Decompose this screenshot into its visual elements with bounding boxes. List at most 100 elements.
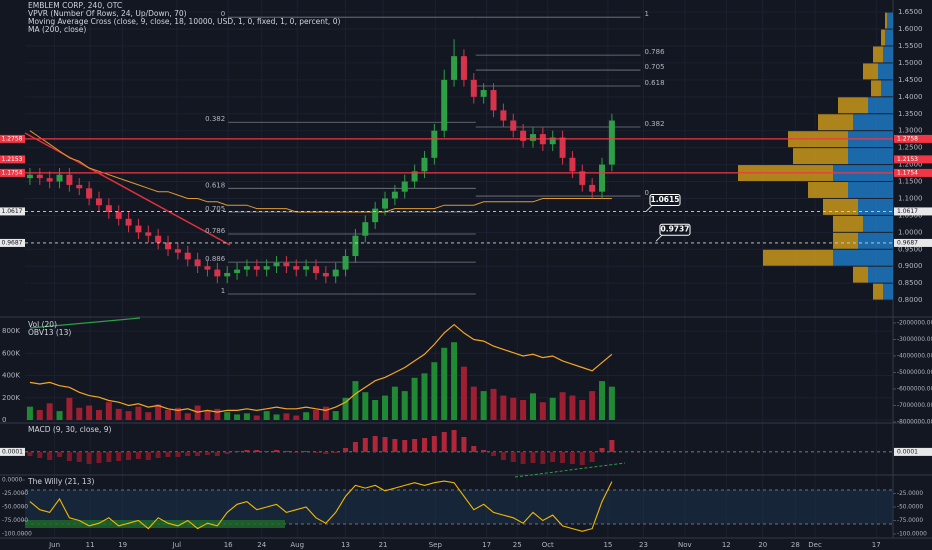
candle-body	[95, 198, 102, 206]
y2-tick-label: -6000000.0000	[897, 386, 932, 392]
candle-body	[234, 269, 241, 273]
volume-bar	[234, 414, 241, 420]
candle-body	[529, 134, 536, 141]
candle-body	[303, 266, 310, 270]
candle-body	[490, 90, 497, 111]
candle-body	[382, 198, 389, 209]
volume-bar	[95, 410, 102, 420]
fib-label: 0.382	[644, 120, 664, 128]
macd-bar	[609, 440, 615, 452]
y2-tick-label: -50.0000	[897, 505, 923, 511]
macd-bar	[451, 430, 457, 452]
volume-bar	[66, 397, 73, 420]
vpvr-up	[848, 148, 893, 165]
y2-tick-label: 0.0001	[897, 448, 918, 455]
candle-body	[579, 171, 586, 185]
callout-label: 1.0615	[651, 195, 680, 204]
x-tick-label: 13	[341, 541, 350, 549]
y2-tick-label: -8000000.0000	[897, 419, 932, 425]
y-tick-label: 0.0000	[2, 478, 23, 484]
price-label: 1.2153	[897, 156, 918, 163]
macd-bar	[579, 452, 585, 465]
volume-bar	[194, 405, 201, 420]
x-tick-label: Nov	[678, 541, 692, 549]
macd-bar	[96, 452, 102, 463]
macd-bar	[244, 450, 250, 452]
callout-label: 0.9737	[661, 225, 690, 234]
volume-bar	[431, 362, 438, 420]
price-label: 1.1754	[897, 169, 918, 176]
volume-bar	[549, 397, 556, 420]
candle-body	[589, 184, 596, 192]
macd-trend-line	[514, 462, 626, 478]
x-tick-label: Oct	[542, 541, 554, 549]
y2-tick-label: -25.0000	[897, 491, 923, 497]
y-tick-label: -75.0000	[2, 518, 28, 524]
x-tick-label: 16	[224, 541, 233, 549]
callout-box	[649, 193, 681, 206]
candle-body	[56, 174, 63, 182]
macd-bar	[254, 450, 260, 452]
volume-bar	[451, 342, 458, 420]
macd-bar	[599, 448, 605, 452]
y-tick-label: 0.0001	[2, 448, 23, 455]
volume-bar	[214, 408, 221, 420]
candle-body	[214, 269, 221, 277]
volume-bar	[520, 400, 527, 420]
fib-label: 0.618	[205, 181, 225, 189]
y-tick-label: 1.0000	[898, 228, 923, 236]
y-tick-label: 0.9000	[898, 262, 923, 270]
price-label: 1.2153	[2, 156, 23, 163]
macd-bar	[471, 446, 477, 452]
volume-bar	[559, 392, 566, 420]
tick-label-box	[0, 447, 25, 456]
y-tick-label: 0.8500	[898, 279, 923, 287]
candle-body	[253, 266, 260, 270]
candle-body	[372, 208, 379, 223]
candle-body	[470, 79, 477, 97]
candle-body	[194, 259, 201, 267]
macd-bar	[145, 452, 151, 460]
candle-body	[322, 272, 329, 277]
macd-bar	[165, 452, 171, 457]
panel-title: MACD (9, 30, close, 9)	[28, 425, 112, 434]
y-tick-label: 800K	[2, 327, 20, 335]
macd-bar	[491, 452, 497, 456]
macd-bar	[382, 437, 388, 452]
macd-bar	[372, 436, 378, 452]
macd-bar	[540, 452, 546, 464]
x-tick-label: Jul	[172, 541, 182, 549]
volume-bar	[283, 413, 290, 420]
volume-bar	[26, 406, 33, 420]
y2-tick-label: -4000000.0000	[897, 353, 932, 359]
volume-bar	[273, 414, 280, 420]
volume-bar	[332, 411, 339, 420]
vpvr-down	[808, 182, 848, 198]
x-tick-label: 24	[257, 541, 266, 549]
vpvr-up	[858, 232, 893, 249]
y-tick-label: 1.6500	[898, 8, 923, 16]
y-tick-label: 1.4000	[898, 93, 923, 101]
candle-body	[46, 178, 53, 182]
y-tick-label: -25.0000	[2, 491, 28, 497]
macd-bar	[412, 439, 418, 452]
volume-bar	[76, 407, 83, 420]
macd-bar	[500, 452, 506, 460]
chart-title: EMBLEM CORP, 240, OTC	[28, 1, 122, 10]
vpvr-up	[868, 266, 893, 283]
price-label-box	[894, 238, 932, 247]
macd-bar	[550, 452, 556, 462]
macd-bar	[402, 440, 408, 452]
candle-body	[332, 269, 339, 277]
y2-tick-label: -5000000.0000	[897, 370, 932, 376]
volume-bar	[155, 404, 162, 420]
y-tick-label: 1.6000	[898, 25, 923, 33]
macd-bar	[57, 452, 63, 457]
macd-bar	[195, 452, 201, 456]
candle-body	[500, 110, 507, 121]
volume-bar	[125, 411, 132, 420]
macd-bar	[135, 452, 141, 459]
volume-bar	[382, 395, 389, 420]
